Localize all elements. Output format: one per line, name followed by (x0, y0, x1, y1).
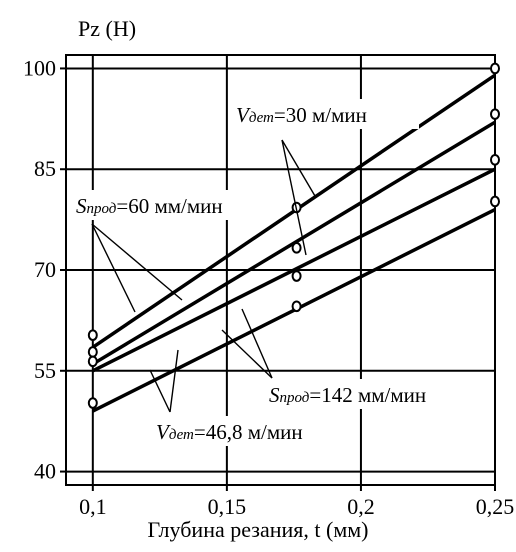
data-point (490, 154, 500, 166)
data-point (490, 108, 500, 120)
data-point (490, 62, 500, 75)
grid (66, 55, 496, 485)
data-point (291, 270, 302, 282)
y-tick-label: 70 (34, 257, 56, 282)
series-group (87, 62, 500, 413)
annotation-leader (281, 139, 307, 256)
data-point (87, 397, 98, 409)
annotation-leader (149, 369, 171, 413)
annotation-leader (281, 139, 316, 197)
annotation-leader (221, 329, 273, 379)
annotation-leader (169, 349, 179, 413)
annotation-leaders (91, 139, 316, 413)
x-axis-label: Глубина резания, t (мм) (147, 517, 368, 542)
data-point (87, 355, 98, 368)
x-tick-label: 0,2 (347, 494, 375, 519)
annotation-sprod-60: Sпрод=60 мм/мин (73, 190, 273, 220)
data-point (490, 195, 500, 208)
y-axis-label: Pz (Н) (78, 16, 136, 41)
data-point (87, 329, 98, 341)
svg-text:Vдет=30 м/мин: Vдет=30 м/мин (236, 103, 367, 127)
y-tick-label: 55 (34, 358, 56, 383)
y-tick-label: 40 (34, 459, 56, 484)
x-tick-label: 0,15 (208, 494, 247, 519)
svg-text:Sпрод=142 мм/мин: Sпрод=142 мм/мин (269, 383, 426, 407)
y-tick-label: 100 (23, 55, 56, 80)
svg-text:Sпрод=60 мм/мин: Sпрод=60 мм/мин (76, 194, 223, 218)
x-tick-label: 0,25 (476, 494, 515, 519)
annotation-leader (91, 223, 136, 313)
annotation-vdet-46-8: Vдет=46,8 м/мин (153, 416, 355, 446)
data-point (291, 300, 302, 313)
data-point (291, 242, 302, 254)
data-point (87, 346, 98, 358)
y-tick-label: 85 (34, 156, 56, 181)
annotation-leader (91, 223, 183, 301)
annotation-vdet-30: Vдет=30 м/мин (233, 99, 419, 129)
annotation-sprod-142: Sпрод=142 мм/мин (266, 379, 480, 409)
x-tick-label: 0,1 (79, 494, 107, 519)
series-line-3 (92, 167, 496, 373)
annotation-leader (241, 308, 273, 379)
axis-ticks: 0,1 0,15 0,2 0,25 40 55 70 85 100 (23, 55, 514, 519)
svg-text:Vдет=46,8 м/мин: Vдет=46,8 м/мин (156, 420, 303, 444)
